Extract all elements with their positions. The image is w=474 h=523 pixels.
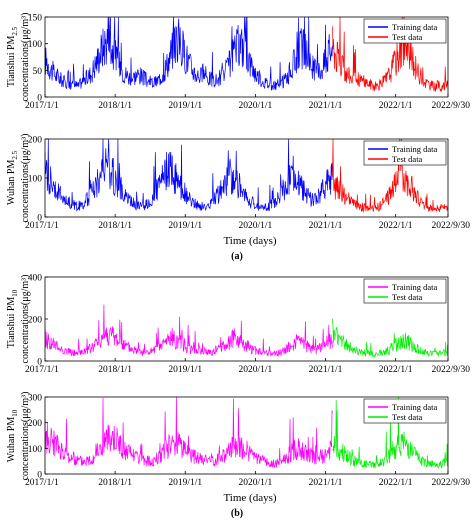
legend-entry: Test data — [392, 154, 423, 164]
legend-entry: Test data — [392, 292, 423, 302]
y-axis-label-units: concentrations(μg/m³) — [20, 275, 31, 364]
y-tick-label: 100 — [28, 175, 43, 185]
panel-label-b: (b) — [231, 508, 243, 519]
legend-entry: Training data — [392, 282, 437, 292]
x-tick-label: 2020/1/1 — [238, 478, 272, 488]
x-tick-label: 2017/1/1 — [25, 365, 59, 375]
x-tick-label: 2021/1/1 — [309, 101, 343, 111]
plot-frame — [44, 16, 449, 98]
series-line-training — [44, 396, 333, 468]
x-tick-label: 2022/1/1 — [379, 101, 413, 111]
plot-frame — [44, 396, 449, 475]
x-tick-label: 2022/9/30 — [431, 478, 470, 488]
x-tick-label: 2018/1/1 — [98, 101, 132, 111]
x-tick-label: 2022/9/30 — [431, 365, 470, 375]
x-tick-label: 2018/1/1 — [98, 221, 132, 231]
y-axis-label-units: concentrations(μg/m³) — [20, 134, 31, 223]
x-tick-label: 2020/1/1 — [238, 101, 272, 111]
panel-label-a: (a) — [231, 251, 243, 262]
legend-entry: Test data — [392, 32, 423, 42]
series-line-training — [44, 138, 333, 213]
series-line-test — [332, 396, 449, 469]
y-axis-label: Tianshui PM10 — [6, 289, 19, 348]
x-tick-label: 2019/1/1 — [168, 478, 202, 488]
x-tick-label: 2018/1/1 — [98, 365, 132, 375]
chart-wuhan-pm25: Wuhan PM2.5 concentrations(μg/m³) Time (… — [6, 134, 470, 247]
legend-entry: Training data — [392, 402, 437, 412]
y-tick-label: 50 — [33, 67, 43, 77]
x-tick-label: 2018/1/1 — [98, 478, 132, 488]
y-axis-label: Tianshui PM2.5 — [6, 26, 19, 87]
y-tick-label: 400 — [28, 274, 43, 284]
x-tick-label: 2022/9/30 — [431, 221, 470, 231]
y-tick-label: 0 — [37, 94, 42, 104]
x-tick-label: 2019/1/1 — [168, 365, 202, 375]
x-tick-label: 2019/1/1 — [168, 221, 202, 231]
y-tick-label: 200 — [28, 316, 43, 326]
y-tick-label: 150 — [28, 14, 43, 24]
legend-entry: Training data — [392, 144, 437, 154]
y-tick-label: 300 — [28, 394, 43, 404]
y-tick-label: 100 — [28, 40, 43, 50]
series-line-training — [44, 16, 333, 92]
chart-wuhan-pm10: Wuhan PM10 concentrations(μg/m³) Time (d… — [6, 392, 470, 504]
legend-box — [363, 398, 447, 424]
chart-tianshui-pm25: Tianshui PM2.5 concentrations(μg/m³) 0 50… — [6, 13, 470, 111]
series-line-test — [332, 16, 449, 93]
x-tick-label: 2019/1/1 — [168, 101, 202, 111]
y-axis-label-units: concentrations(μg/m³) — [20, 13, 31, 102]
series-line-test — [332, 138, 449, 213]
y-tick-label: 0 — [37, 471, 42, 481]
legend-box — [363, 18, 447, 44]
x-tick-label: 2017/1/1 — [25, 221, 59, 231]
x-tick-label: 2017/1/1 — [25, 478, 59, 488]
x-tick-label: 2017/1/1 — [25, 101, 59, 111]
y-tick-label: 200 — [28, 419, 43, 429]
x-axis-label: Time (days) — [223, 235, 276, 247]
x-tick-label: 2020/1/1 — [238, 221, 272, 231]
y-tick-label: 200 — [28, 136, 43, 146]
x-tick-label: 2022/9/30 — [431, 101, 470, 111]
legend-entry: Training data — [392, 22, 437, 32]
y-axis-label: Wuhan PM10 — [6, 409, 19, 462]
chart-tianshui-pm10: Tianshui PM10 concentrations(μg/m³) 0 200… — [6, 274, 470, 376]
x-tick-label: 2021/1/1 — [309, 365, 343, 375]
y-tick-label: 0 — [37, 214, 42, 224]
x-tick-label: 2022/1/1 — [379, 365, 413, 375]
y-tick-label: 100 — [28, 445, 43, 455]
y-tick-label: 0 — [37, 358, 42, 368]
y-axis-label-units: concentrations(μg/m³) — [20, 392, 31, 481]
y-axis-label: Wuhan PM2.5 — [6, 150, 19, 205]
x-tick-label: 2021/1/1 — [309, 221, 343, 231]
series-line-test — [332, 318, 449, 358]
x-tick-label: 2022/1/1 — [379, 221, 413, 231]
legend-box — [363, 278, 447, 304]
x-tick-label: 2021/1/1 — [309, 478, 343, 488]
legend-box — [363, 140, 447, 166]
x-tick-label: 2020/1/1 — [238, 365, 272, 375]
series-line-training — [44, 304, 333, 357]
x-tick-label: 2022/1/1 — [379, 478, 413, 488]
legend-entry: Test data — [392, 412, 423, 422]
x-axis-label: Time (days) — [223, 492, 276, 504]
